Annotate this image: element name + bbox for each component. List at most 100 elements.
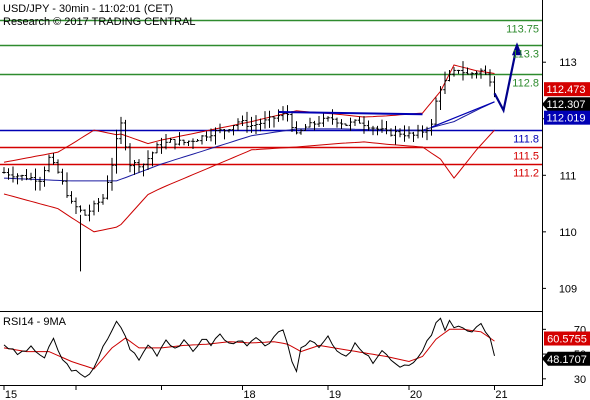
time-tick-label: 20 xyxy=(410,389,422,400)
price-bar xyxy=(308,117,312,128)
forecast-path xyxy=(493,44,519,114)
price-bar xyxy=(240,115,245,126)
svg-text:112.019: 112.019 xyxy=(547,113,586,125)
time-tick-label: 19 xyxy=(329,389,341,400)
price-bar xyxy=(420,125,425,138)
price-bar xyxy=(245,111,249,133)
forecast-arrowhead xyxy=(512,42,522,56)
price-bar xyxy=(114,129,119,174)
price-bar xyxy=(366,120,371,131)
price-bar xyxy=(218,123,222,134)
price-bar xyxy=(213,127,218,145)
price-bar xyxy=(204,131,209,142)
price-bar xyxy=(74,197,78,215)
price-bar xyxy=(438,86,443,111)
price-bar xyxy=(434,97,438,125)
price-bar xyxy=(168,137,173,143)
price-bar xyxy=(186,140,191,146)
time-tick-label: 21 xyxy=(495,389,507,400)
svg-text:112.307: 112.307 xyxy=(547,99,586,111)
level-label-support: 111.2 xyxy=(513,168,539,180)
rsi-line xyxy=(3,317,495,378)
price-bar xyxy=(276,109,281,122)
price-bar xyxy=(326,116,330,122)
price-bar xyxy=(339,119,344,129)
resistance-trendline xyxy=(278,110,423,116)
price-bar xyxy=(96,197,101,212)
price-bar xyxy=(479,68,483,79)
bollinger-lower xyxy=(3,129,495,233)
price-bar xyxy=(128,143,132,173)
price-bar xyxy=(191,138,195,150)
price-bar xyxy=(483,65,488,75)
price-bar xyxy=(110,157,114,191)
price-bar xyxy=(29,172,33,181)
level-labels: 113.75 113.3 112.8 111.8 111.5 111.2 xyxy=(506,24,539,180)
svg-text:48.1707: 48.1707 xyxy=(547,354,587,366)
price-bar xyxy=(164,133,168,150)
price-bar xyxy=(456,69,461,74)
price-bar xyxy=(429,119,434,136)
price-bar xyxy=(285,105,290,122)
pivot-price-box: 112.019 xyxy=(544,110,590,125)
moving-average-line xyxy=(3,101,495,182)
price-bar xyxy=(159,137,164,154)
price-bar xyxy=(78,205,83,213)
price-bar xyxy=(335,117,339,128)
level-label-support: 111.5 xyxy=(513,151,539,163)
price-bar xyxy=(56,159,60,174)
price-tick-label: 110 xyxy=(559,227,577,239)
price-bar xyxy=(294,121,299,135)
price-bar xyxy=(357,116,362,124)
price-bar xyxy=(393,125,398,145)
price-bar xyxy=(146,150,150,170)
price-bar xyxy=(465,67,470,75)
price-bar xyxy=(141,163,146,177)
price-bar xyxy=(263,111,267,129)
forecast-arrow xyxy=(493,42,522,114)
rsi-lines xyxy=(3,317,495,378)
price-bar xyxy=(353,119,357,126)
current-price-box: 112.307 xyxy=(542,97,590,112)
rsi-ma-line xyxy=(3,328,495,370)
price-bar xyxy=(371,125,375,136)
price-bar xyxy=(2,167,6,174)
price-bar xyxy=(20,174,24,181)
price-bar xyxy=(447,69,452,82)
price-bar xyxy=(155,142,159,154)
price-tick-label: 113 xyxy=(559,57,577,69)
price-bar xyxy=(321,112,326,127)
price-boxes: 112.473 112.307 112.019 xyxy=(542,82,590,125)
trendlines xyxy=(278,101,495,128)
price-bar xyxy=(42,166,47,187)
price-bar xyxy=(173,138,177,150)
time-tick-label: 18 xyxy=(243,389,255,400)
price-bar xyxy=(105,175,110,200)
price-bar xyxy=(150,151,155,167)
price-bar xyxy=(443,71,447,95)
price-bar xyxy=(398,128,402,138)
price-bar xyxy=(249,116,254,133)
price-bar xyxy=(11,166,15,183)
price-panel: 113.75 113.3 112.8 111.8 111.5 111.2 109 110 11… xyxy=(0,19,590,295)
price-bar xyxy=(132,160,137,175)
price-bar xyxy=(47,154,51,173)
price-bar xyxy=(227,128,231,133)
price-bars xyxy=(2,61,497,272)
price-bar xyxy=(299,128,303,135)
time-axis: 15 18 19 20 21 xyxy=(3,385,508,400)
moving-average xyxy=(3,101,495,182)
price-bar xyxy=(348,117,353,131)
price-bar xyxy=(258,118,263,132)
rsi-value-box: 48.1707 xyxy=(542,351,590,366)
level-label-pivot: 111.8 xyxy=(513,134,539,146)
price-bar xyxy=(330,109,335,125)
svg-text:60.5755: 60.5755 xyxy=(547,334,587,346)
price-bar xyxy=(222,129,227,140)
price-bar xyxy=(231,125,236,136)
price-bar xyxy=(389,128,393,137)
price-bar xyxy=(92,200,96,216)
time-tick-label: 15 xyxy=(5,389,17,400)
